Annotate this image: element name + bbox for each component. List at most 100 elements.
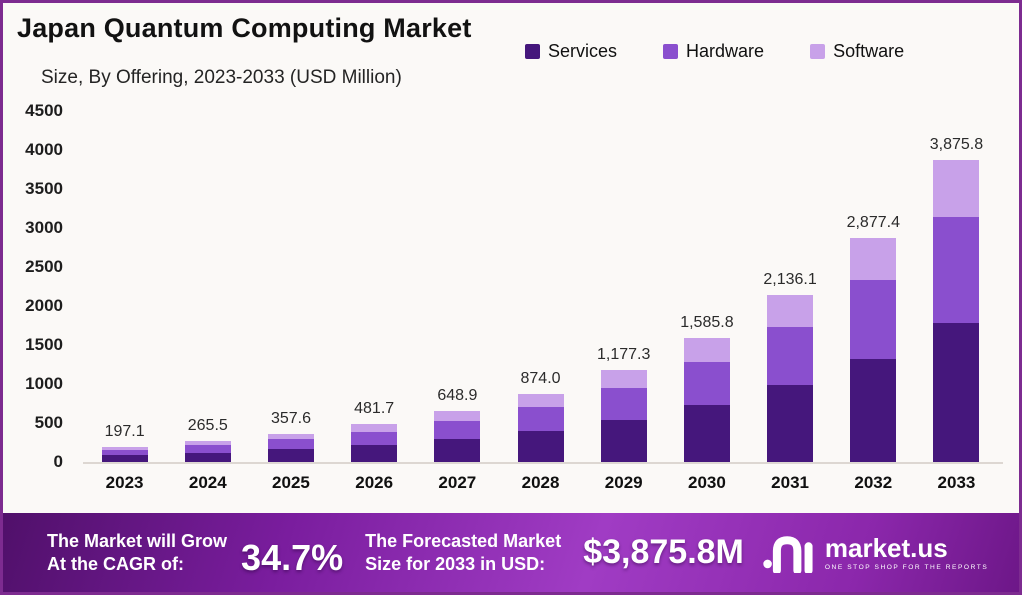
bar-segment-services bbox=[184, 452, 231, 462]
bar-segment-software bbox=[767, 295, 814, 328]
legend-swatch-icon bbox=[810, 44, 826, 59]
forecast-text-line2: Size for 2033 in USD: bbox=[365, 553, 546, 574]
x-axis-label: 2026 bbox=[355, 473, 394, 492]
stacked-bar bbox=[767, 295, 814, 462]
bar-value-label: 357.6 bbox=[270, 410, 311, 428]
bar-segment-software bbox=[434, 411, 481, 422]
x-axis-label: 2033 bbox=[937, 473, 976, 492]
y-axis-tick-label: 1000 bbox=[25, 374, 63, 393]
bar-segment-services bbox=[434, 438, 481, 462]
bar-column: 2,136.1 bbox=[749, 111, 832, 462]
bar-segment-hardware bbox=[184, 445, 231, 453]
stacked-bar bbox=[683, 338, 730, 462]
x-axis-label: 2032 bbox=[854, 473, 893, 492]
bar-segment-services bbox=[101, 454, 148, 462]
legend-label: Hardware bbox=[686, 41, 765, 61]
stacked-bar bbox=[101, 446, 148, 462]
legend-label: Software bbox=[833, 41, 905, 61]
stacked-bar bbox=[351, 424, 398, 462]
bar-segment-software bbox=[850, 237, 897, 281]
bar-value-label: 1,177.3 bbox=[597, 346, 651, 364]
bar-segment-hardware bbox=[600, 387, 647, 420]
bar-segment-services bbox=[517, 430, 564, 462]
x-axis-label: 2023 bbox=[105, 473, 144, 492]
bar-segment-software bbox=[184, 441, 231, 446]
bar-segment-services bbox=[267, 449, 314, 462]
legend-swatch-icon bbox=[525, 44, 540, 59]
bar-segment-hardware bbox=[933, 217, 980, 323]
bar-column: 1,585.8 bbox=[665, 111, 748, 462]
x-axis-label: 2031 bbox=[771, 473, 809, 492]
x-axis-label: 2024 bbox=[188, 473, 227, 492]
y-axis: 4500 4000 3500 3000 2500 2000 1500 1000 500 0 bbox=[3, 100, 63, 473]
bar-column: 197.1 bbox=[83, 111, 166, 462]
logo-name: market.us bbox=[824, 532, 948, 563]
stacked-bar bbox=[600, 370, 647, 462]
bottom-banner: The Market will Grow At the CAGR of: 34.… bbox=[3, 513, 1019, 592]
stacked-bar bbox=[434, 411, 481, 462]
bar-value-label: 648.9 bbox=[437, 387, 478, 405]
bar-value-label: 265.5 bbox=[187, 417, 228, 435]
stacked-bar bbox=[267, 434, 314, 462]
forecast-value: $3,875.8M bbox=[583, 533, 744, 571]
bar-segment-services bbox=[933, 322, 980, 462]
cagr-text-line2: At the CAGR of: bbox=[47, 553, 184, 574]
x-axis-label: 2028 bbox=[521, 473, 560, 492]
bar-segment-hardware bbox=[683, 361, 730, 406]
bar-segment-hardware bbox=[767, 327, 814, 386]
legend-label: Services bbox=[548, 41, 618, 61]
bar-segment-services bbox=[683, 405, 730, 462]
bar-column: 1,177.3 bbox=[582, 111, 665, 462]
bar-column: 357.6 bbox=[249, 111, 332, 462]
y-axis-tick-label: 1500 bbox=[25, 335, 63, 354]
y-axis-tick-label: 4500 bbox=[25, 101, 63, 120]
legend-item-hardware: Hardware bbox=[663, 41, 764, 62]
bar-segment-hardware bbox=[850, 280, 897, 359]
legend-swatch-icon bbox=[663, 44, 679, 59]
y-axis-tick-label: 3000 bbox=[25, 218, 63, 237]
stacked-bar bbox=[184, 441, 231, 462]
legend-item-services: Services bbox=[525, 41, 617, 62]
bar-value-label: 3,875.8 bbox=[929, 135, 984, 153]
bar-segment-software bbox=[267, 434, 314, 440]
y-axis-tick-label: 0 bbox=[53, 452, 63, 471]
x-axis-label: 2029 bbox=[604, 473, 643, 492]
bar-segment-services bbox=[600, 419, 647, 462]
bar-segment-hardware bbox=[517, 406, 564, 431]
y-axis-tick-label: 500 bbox=[34, 413, 63, 432]
bar-segment-hardware bbox=[267, 439, 314, 450]
bar-segment-software bbox=[351, 424, 398, 432]
bar-column: 2,877.4 bbox=[832, 111, 915, 462]
bar-segment-hardware bbox=[101, 449, 148, 455]
y-axis-tick-label: 2500 bbox=[25, 257, 63, 276]
y-axis-tick-label: 2000 bbox=[25, 296, 63, 315]
forecast-text-line1: The Forecasted Market bbox=[365, 531, 562, 551]
bar-segment-services bbox=[850, 358, 897, 462]
bar-column: 648.9 bbox=[416, 111, 499, 462]
x-axis-line bbox=[83, 462, 1003, 464]
y-axis-tick-label: 3500 bbox=[25, 179, 63, 198]
marketus-logo-icon bbox=[762, 527, 816, 578]
legend-item-software: Software bbox=[810, 41, 904, 62]
bar-segment-hardware bbox=[351, 431, 398, 445]
bar-segment-hardware bbox=[434, 421, 481, 439]
chart-subtitle: Size, By Offering, 2023-2033 (USD Millio… bbox=[41, 67, 402, 88]
x-axis-label: 2027 bbox=[438, 473, 477, 492]
marketus-logo-text: market.us ONE STOP SHOP FOR THE REPORTS bbox=[825, 535, 988, 571]
x-axis-label: 2030 bbox=[687, 473, 726, 492]
cagr-text-line1: The Market will Grow bbox=[47, 531, 228, 551]
plot-area: 197.1 265.5 357.6 481.7 648.9 874.0 1,177.3 1,5… bbox=[83, 111, 998, 462]
cagr-text: The Market will Grow At the CAGR of: bbox=[47, 530, 227, 575]
bar-column: 3,875.8 bbox=[915, 111, 998, 462]
y-axis-tick-label: 4000 bbox=[25, 140, 63, 159]
cagr-value: 34.7% bbox=[241, 536, 344, 578]
bar-value-label: 874.0 bbox=[520, 369, 561, 387]
bar-column: 481.7 bbox=[333, 111, 416, 462]
bar-value-label: 197.1 bbox=[104, 422, 145, 440]
x-axis-label: 2025 bbox=[272, 473, 310, 492]
bar-value-label: 1,585.8 bbox=[680, 314, 734, 332]
bar-segment-software bbox=[600, 370, 647, 388]
bar-segment-software bbox=[683, 338, 730, 362]
bar-segment-software bbox=[101, 446, 148, 450]
